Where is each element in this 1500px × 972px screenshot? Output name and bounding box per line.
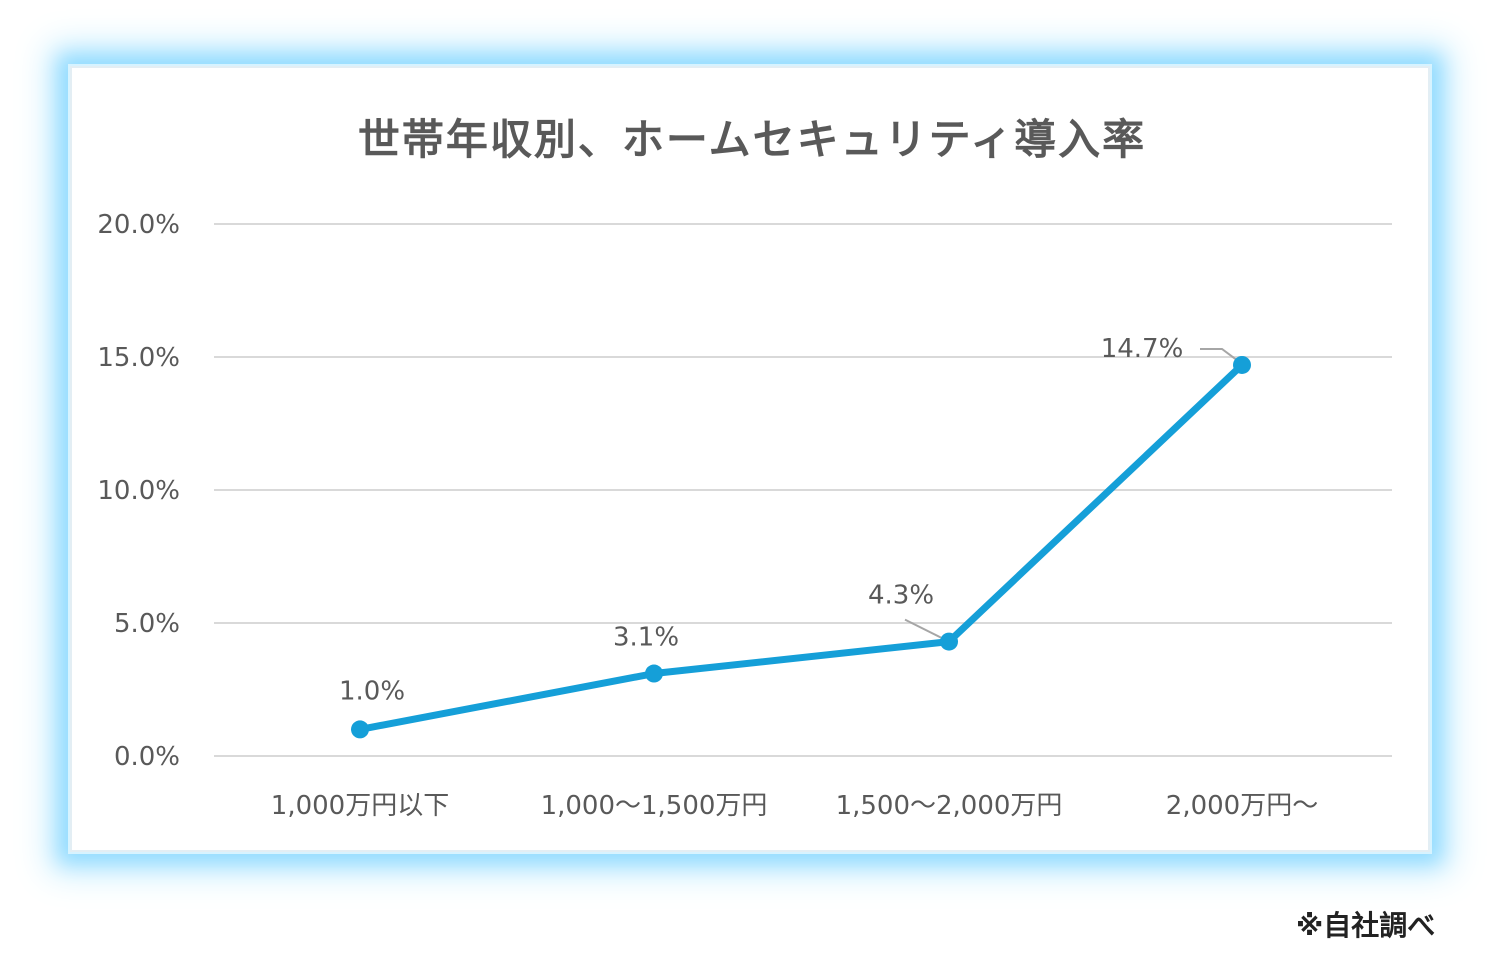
data-label-leaders (904, 347, 1239, 639)
source-note: ※自社調べ (1296, 909, 1436, 942)
data-point (1233, 355, 1251, 374)
x-tick-label: 1,500～2,000万円 (836, 791, 1063, 821)
data-point (645, 664, 663, 683)
y-tick-label: 20.0% (97, 210, 180, 240)
y-tick-label: 0.0% (114, 742, 180, 772)
y-axis-labels: 0.0% 5.0% 10.0% 15.0% 20.0% (97, 210, 180, 772)
data-label-leader (1200, 347, 1239, 362)
series-line (356, 361, 1246, 733)
data-label-leader (904, 618, 942, 639)
chart-title: 世帯年収別、ホームセキュリティ導入率 (357, 115, 1147, 164)
data-point (351, 720, 369, 739)
x-tick-label: 2,000万円～ (1166, 791, 1318, 821)
y-tick-label: 15.0% (97, 343, 180, 373)
data-points (351, 355, 1251, 739)
y-tick-label: 5.0% (114, 609, 180, 639)
x-tick-label: 1,000～1,500万円 (541, 791, 768, 821)
x-tick-label: 1,000万円以下 (271, 791, 449, 821)
x-axis-labels: 1,000万円以下 1,000～1,500万円 1,500～2,000万円 2,000… (271, 791, 1318, 821)
data-label: 4.3% (868, 581, 934, 611)
series-line-group (356, 361, 1246, 733)
data-labels: 1.0% 3.1% 4.3% 14.7% (339, 334, 1183, 706)
chart-card: 世帯年収別、ホームセキュリティ導入率 0.0% 5.0% 10.0% 15.0% 20.… (70, 66, 1430, 852)
data-point (940, 632, 958, 651)
y-tick-label: 10.0% (97, 476, 180, 506)
data-label: 3.1% (613, 623, 679, 653)
data-label: 14.7% (1101, 334, 1184, 364)
grid-lines (214, 223, 1392, 757)
line-chart: 0.0% 5.0% 10.0% 15.0% 20.0% 1,000万円以下 1,000～1… (97, 210, 1392, 821)
data-label: 1.0% (339, 676, 405, 706)
